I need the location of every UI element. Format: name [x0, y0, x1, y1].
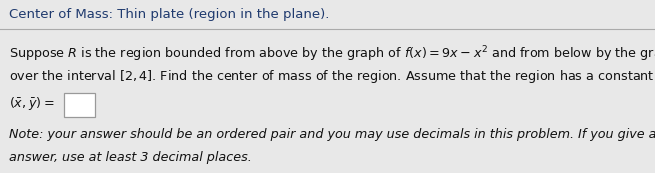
- Text: answer, use at least 3 decimal places.: answer, use at least 3 decimal places.: [9, 151, 252, 164]
- Text: $(\bar{x}, \bar{y}) =$: $(\bar{x}, \bar{y}) =$: [9, 95, 54, 112]
- FancyBboxPatch shape: [64, 93, 95, 117]
- FancyBboxPatch shape: [0, 0, 655, 29]
- Text: Center of Mass: Thin plate (region in the plane).: Center of Mass: Thin plate (region in th…: [9, 8, 329, 21]
- Text: over the interval $[2, 4]$. Find the center of mass of the region. Assume that t: over the interval $[2, 4]$. Find the cen…: [9, 69, 655, 85]
- Text: Suppose $R$ is the region bounded from above by the graph of $f(x) = 9x - x^2$ a: Suppose $R$ is the region bounded from a…: [9, 45, 655, 64]
- Text: Note: your answer should be an ordered pair and you may use decimals in this pro: Note: your answer should be an ordered p…: [9, 128, 655, 142]
